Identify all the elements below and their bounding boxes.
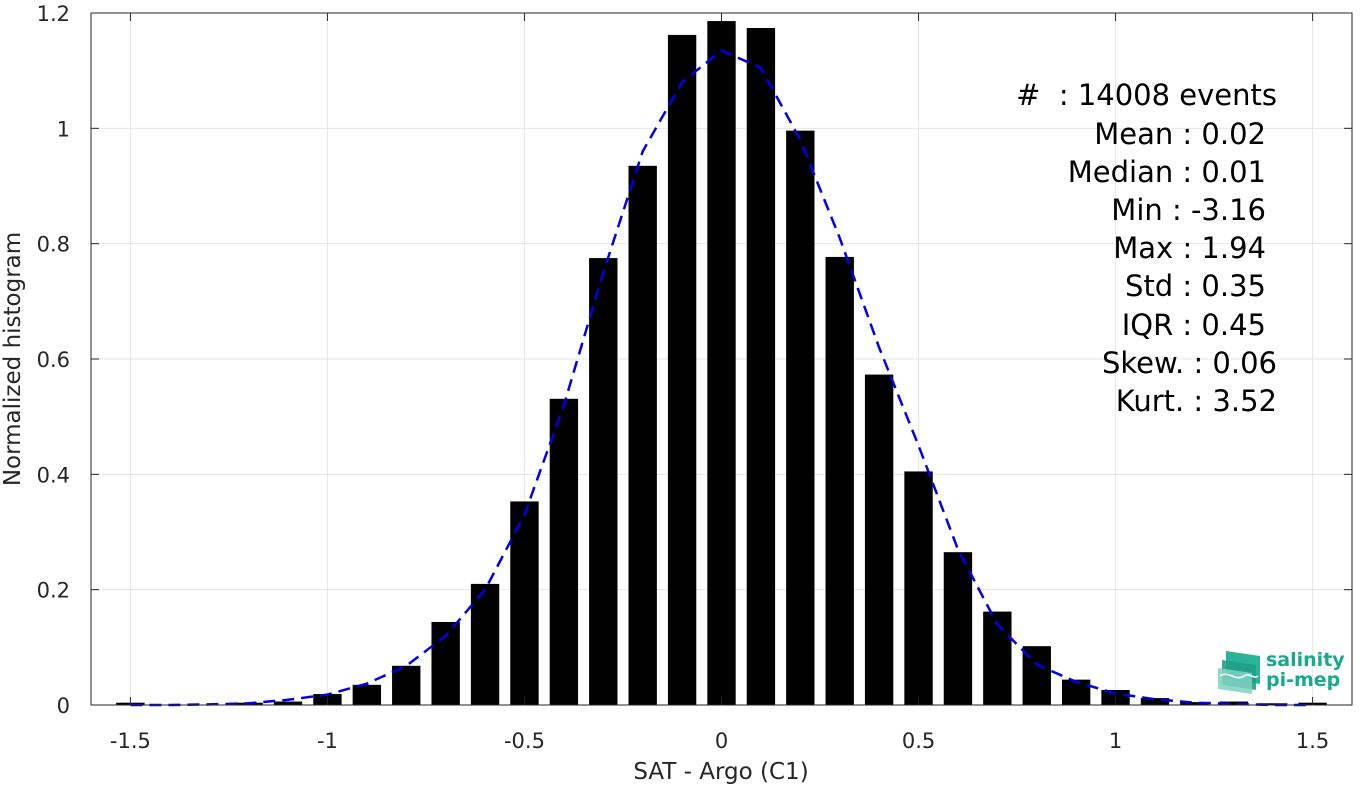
stat-max: Max : 1.94 xyxy=(1113,231,1266,265)
y-tick-label: 0.8 xyxy=(37,233,70,257)
histogram-bar xyxy=(1219,701,1248,705)
y-axis-title: Normalized histogram xyxy=(0,232,26,486)
statistics-box: # : 14008 events Mean : 0.02 Median : 0.… xyxy=(1016,78,1277,418)
stat-min: Min : -3.16 xyxy=(1111,193,1266,227)
histogram-bar xyxy=(392,665,421,705)
x-tick-label: -0.5 xyxy=(504,729,545,753)
stat-skew: Skew. : 0.06 xyxy=(1102,346,1277,380)
histogram-bar xyxy=(864,374,894,705)
stat-mean: Mean : 0.02 xyxy=(1094,117,1266,151)
y-tick-label: 0.6 xyxy=(37,348,70,372)
histogram-bar xyxy=(1061,679,1091,705)
histogram-bar xyxy=(352,684,382,705)
x-axis-title: SAT - Argo (C1) xyxy=(633,759,808,785)
x-tick-label: -1 xyxy=(317,729,338,753)
histogram-bar xyxy=(825,256,854,705)
x-tick-label: 1 xyxy=(1109,729,1122,753)
y-tick-label: 1 xyxy=(57,117,70,141)
y-tick-label: 0 xyxy=(57,694,70,718)
x-tick-label: 1.5 xyxy=(1296,729,1329,753)
histogram-bar xyxy=(1140,698,1170,705)
histogram-bar xyxy=(628,165,657,706)
histogram-bar xyxy=(707,21,736,705)
y-tick-label: 0.4 xyxy=(37,463,70,487)
x-tick-label: -1.5 xyxy=(110,729,151,753)
histogram-bar xyxy=(983,611,1012,705)
wave-logo-icon xyxy=(1218,651,1260,694)
ticks-layer: -1.5 -1 -0.5 0 0.5 1 1.5 0 0.2 0.4 0.6 0.8 1 1.2 xyxy=(37,2,1352,753)
histogram-bar xyxy=(1259,703,1288,705)
stat-std: Std : 0.35 xyxy=(1125,269,1266,303)
x-tick-label: 0 xyxy=(715,729,728,753)
gaussian-fit-curve xyxy=(130,49,1313,707)
histogram-bar xyxy=(667,34,697,706)
y-tick-label: 1.2 xyxy=(37,2,70,26)
histogram-bar xyxy=(470,583,500,705)
logo-text-line2: pi-mep xyxy=(1266,669,1340,691)
stat-iqr: IQR : 0.45 xyxy=(1122,308,1266,342)
histogram-bar xyxy=(746,27,776,705)
histogram-bar xyxy=(273,701,303,705)
x-tick-label: 0.5 xyxy=(902,729,935,753)
histogram-bar xyxy=(943,552,973,705)
histogram-bar xyxy=(510,501,539,705)
logo-text-line1: salinity xyxy=(1266,649,1345,671)
histogram-bar xyxy=(786,130,815,705)
histogram-bar xyxy=(549,398,579,705)
y-tick-label: 0.2 xyxy=(37,579,70,603)
histogram-bar xyxy=(1180,702,1209,705)
bars-layer xyxy=(116,21,1327,706)
stat-median: Median : 0.01 xyxy=(1068,155,1266,189)
histogram-bar xyxy=(589,258,618,705)
histogram-bar xyxy=(904,471,933,705)
stat-kurt: Kurt. : 3.52 xyxy=(1116,384,1277,418)
salinity-pi-mep-logo: salinity pi-mep xyxy=(1218,649,1345,694)
stat-events: # : 14008 events xyxy=(1016,78,1277,112)
